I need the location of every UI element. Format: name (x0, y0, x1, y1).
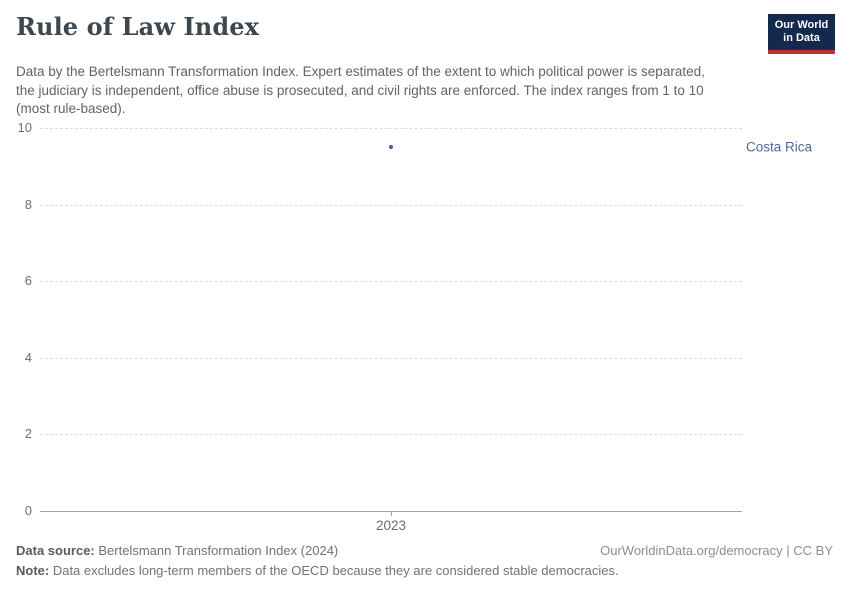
y-axis-tick-label-0: 0 (24, 503, 32, 519)
gridline-y-2 (40, 434, 742, 436)
data-source-line: Data source: Bertelsmann Transformation … (16, 541, 338, 561)
logo-line-2: in Data (783, 32, 820, 44)
data-source-value: Bertelsmann Transformation Index (2024) (94, 543, 339, 558)
note-line: Note: Data excludes long-term members of… (16, 561, 833, 581)
data-source-label: Data source: (16, 543, 95, 558)
note-label: Note: (16, 563, 50, 578)
y-axis-tick-label-2: 2 (24, 426, 32, 442)
gridline-y-6 (40, 281, 742, 283)
chart-header: Rule of Law Index Our World in Data Data… (16, 12, 835, 119)
x-axis-tick-mark-2023 (391, 511, 392, 516)
gridline-y-10 (40, 128, 742, 129)
x-axis-tick-label-2023: 2023 (375, 518, 407, 533)
plot-area: 0 2 4 6 8 10 2023 Costa Rica (18, 120, 813, 533)
data-point-costa-rica-2023[interactable] (389, 145, 393, 150)
gridline-y-4 (40, 357, 742, 359)
owid-logo: Our World in Data (768, 14, 835, 54)
title-row: Rule of Law Index Our World in Data (16, 12, 835, 54)
chart-subtitle: Data by the Bertelsmann Transformation I… (16, 64, 705, 116)
y-axis-tick-label-4: 4 (24, 349, 32, 365)
chart-footer: Data source: Bertelsmann Transformation … (16, 541, 833, 581)
note-value: Data excludes long-term members of the O… (49, 563, 619, 578)
y-axis-tick-label-6: 6 (24, 273, 32, 289)
footer-row: Data source: Bertelsmann Transformation … (16, 541, 833, 561)
license-link[interactable]: OurWorldinData.org/democracy | CC BY (600, 543, 833, 558)
y-axis-tick-label-8: 8 (24, 196, 32, 212)
y-axis-tick-label-10: 10 (17, 120, 32, 136)
logo-line-1: Our World (774, 19, 829, 31)
gridline-y-8 (40, 204, 742, 206)
page-title: Rule of Law Index (16, 12, 260, 41)
series-label-costa-rica[interactable]: Costa Rica (746, 139, 813, 155)
